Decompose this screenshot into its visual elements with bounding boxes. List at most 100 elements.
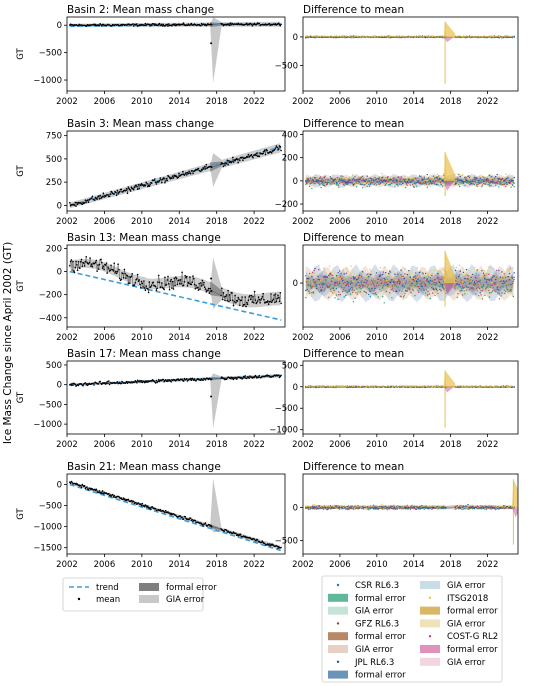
mean-point [99,194,101,197]
mean-point [157,380,159,383]
difference-point [325,35,328,37]
difference-point [328,285,331,287]
axes-frame [302,244,519,328]
mean-point [263,298,265,301]
difference-point [415,272,417,274]
mean-point [277,547,279,549]
difference-point [323,290,325,292]
difference-point [364,178,366,180]
difference-point [368,268,371,271]
mean-point [154,382,157,384]
difference-point [305,275,307,277]
difference-point [468,178,470,180]
difference-point [437,292,439,295]
chart-title: Basin 2: Mean mass change [67,4,214,16]
difference-point [306,180,308,182]
difference-point [463,274,465,277]
difference-point [365,279,367,281]
difference-point [324,35,326,38]
difference-point [368,290,371,292]
mean-point [242,377,244,379]
difference-point [378,288,381,291]
y-tick-label: 0 [57,268,62,278]
mean-point [228,23,230,25]
difference-point [437,273,439,275]
mean-point [154,181,157,184]
difference-point [368,178,371,181]
difference-point [443,288,445,290]
difference-point [505,173,507,175]
axis-ylabel: GT [16,164,26,176]
difference-point [321,35,323,37]
difference-point [368,385,371,388]
gap-error-band [210,373,222,429]
difference-point [428,385,431,387]
difference-point [502,286,505,288]
mean-point [190,379,193,382]
y-tick-label: −200 [275,200,298,210]
difference-point [425,284,427,286]
difference-point [439,35,441,37]
difference-point [478,283,481,285]
difference-point [413,182,415,184]
difference-point [485,35,487,38]
difference-point [405,36,408,38]
mean-point [102,192,105,194]
mean-point [153,179,155,182]
difference-point [341,277,343,279]
difference-point [478,386,481,388]
mean-point [101,490,104,492]
difference-point [500,295,502,297]
difference-point [415,277,417,280]
difference-point [362,286,364,289]
y-tick-label: −500 [275,61,298,71]
axes-frame [66,244,286,328]
mean-point [118,190,121,193]
difference-point [314,181,316,183]
difference-point [477,36,479,38]
difference-point [335,294,338,296]
difference-point [352,277,355,279]
x-tick-label: 2014 [403,440,425,450]
difference-point [353,280,355,282]
formal-error-band [210,523,222,531]
mean-point [122,272,124,275]
mean-point [271,299,274,302]
difference-point [470,276,472,278]
mean-point [210,166,213,168]
difference-point [362,271,364,273]
mean-point [101,25,103,27]
difference-point [483,385,485,388]
difference-point [495,175,497,178]
difference-point [394,179,396,181]
mean-point [193,277,195,280]
difference-point [332,287,335,290]
difference-point [422,385,425,388]
mean-point [82,385,84,387]
mean-point [109,193,112,195]
difference-point [506,35,508,37]
mean-point [203,281,205,284]
difference-point [438,176,440,178]
difference-point [483,270,485,272]
difference-point [422,272,425,274]
difference-point [352,301,355,303]
mean-point [118,277,121,280]
mean-point [86,199,89,201]
mean-point [232,299,234,302]
difference-point [423,508,425,510]
mean-point [101,383,103,386]
mean-point [101,261,103,264]
difference-point [412,288,414,290]
difference-point [484,294,486,297]
mean-point [99,380,101,383]
difference-point [508,35,510,38]
difference-point [375,292,377,294]
difference-point [377,178,379,180]
difference-point [421,282,423,284]
difference-point [456,296,458,298]
mean-point [280,149,282,152]
mean-point [235,532,237,534]
difference-point [495,178,498,181]
mean-point [182,23,184,26]
